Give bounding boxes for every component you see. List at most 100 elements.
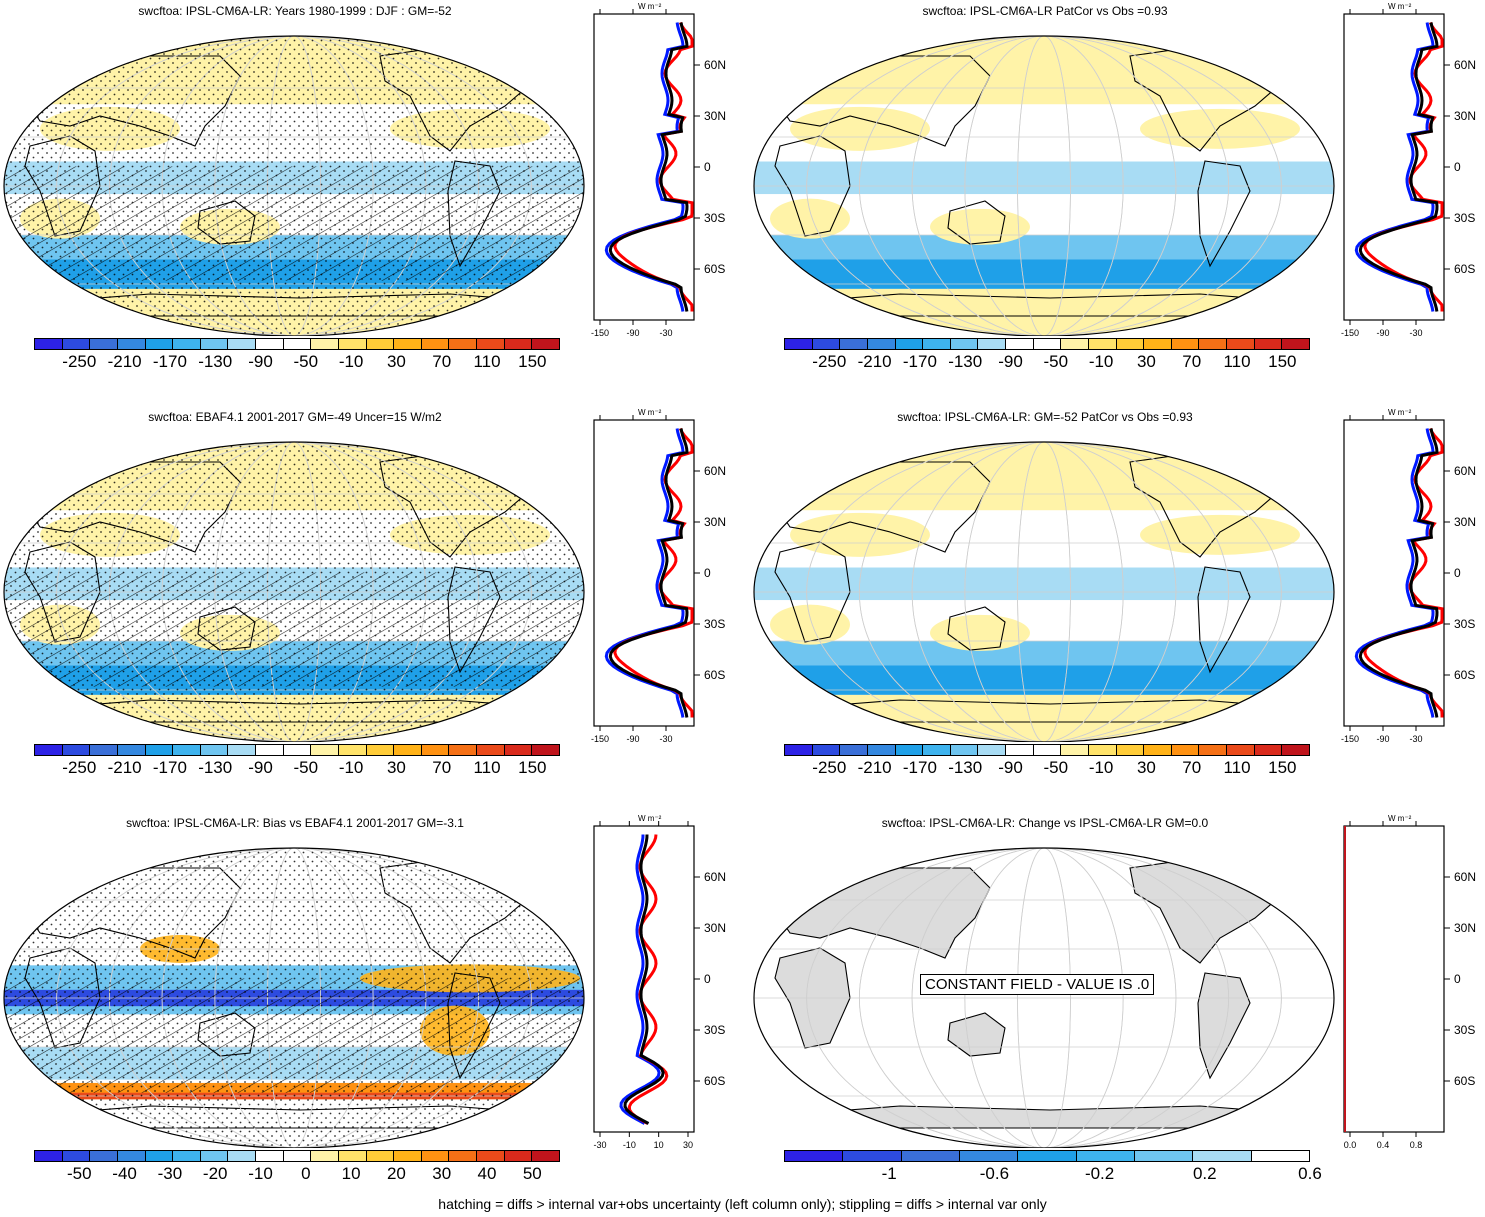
colorbar-label: 50: [522, 1164, 542, 1183]
colorbar-swatch: [311, 339, 339, 349]
colorbar-swatch: [62, 339, 91, 349]
zonal-lat-label: 60S: [1454, 1074, 1475, 1088]
zonal-units-label: W m⁻²: [1388, 408, 1412, 417]
colorbar-label: 0.2: [1192, 1164, 1217, 1183]
zonal-lat-label: 30N: [704, 109, 726, 123]
colorbar-swatch: [867, 745, 896, 755]
colorbar-swatch: [117, 745, 146, 755]
colorbar-swatch: [1006, 339, 1034, 349]
colorbar-swatch: [1144, 745, 1172, 755]
panel-1: swcftoa: IPSL-CM6A-LR: Years 1980-1999 :…: [0, 0, 742, 405]
zonal-lat-label: 30N: [1454, 109, 1476, 123]
zonal-obs-line: [619, 834, 661, 1125]
colorbar-label: -10: [338, 352, 364, 371]
colorbar-swatch: [394, 745, 422, 755]
zonal-x-tick-label: -10: [623, 1140, 636, 1150]
colorbar-label: -130: [948, 758, 983, 777]
colorbar-swatch: [901, 1151, 960, 1161]
colorbar-label: 110: [473, 758, 501, 777]
zonal-x-tick-label: -30: [659, 734, 672, 744]
colorbar-swatch: [145, 1151, 174, 1161]
zonal-lat-label: 60S: [1454, 262, 1475, 276]
colorbar-swatch: [1199, 339, 1227, 349]
colorbar-label: 30: [386, 758, 406, 777]
colorbar-label: -0.6: [979, 1164, 1010, 1183]
colorbar-swatch: [785, 745, 813, 755]
colorbar-swatch: [1282, 339, 1309, 349]
colorbar-swatch: [843, 1151, 902, 1161]
colorbar-swatch: [504, 745, 533, 755]
colorbar-swatch: [923, 745, 951, 755]
zonal-units-label: W m⁻²: [638, 814, 662, 823]
colorbar-label: -10: [1088, 758, 1114, 777]
zonal-lat-label: 60S: [704, 668, 725, 682]
colorbar-swatch: [812, 339, 841, 349]
colorbar-label: -0.2: [1084, 1164, 1115, 1183]
colorbar-swatch: [35, 1151, 63, 1161]
zonal-lat-label: 60S: [704, 1074, 725, 1088]
colorbar-label: -50: [1043, 352, 1069, 371]
colorbar-swatch: [532, 1151, 559, 1161]
colorbar-swatch: [1116, 339, 1145, 349]
colorbar-label: 110: [1223, 352, 1251, 371]
colorbar-swatch: [90, 339, 118, 349]
panel-title: swcftoa: IPSL-CM6A-LR: Change vs IPSL-CM…: [881, 816, 1209, 830]
south-subtropics-fill: [754, 194, 1334, 235]
continent-outline: [1197, 160, 1251, 268]
colorbar-label: 150: [1268, 352, 1297, 371]
colorbar-swatch: [1251, 1151, 1309, 1161]
zonal-x-tick-label: 10: [654, 1140, 664, 1150]
tropical-fill: [754, 567, 1334, 601]
colorbar: [784, 1150, 1310, 1162]
zonal-obs-line: [604, 428, 685, 718]
colorbar-swatch: [1006, 745, 1034, 755]
colorbar-label: 10: [341, 1164, 361, 1183]
zonal-mean-plot: W m⁻² 60N 30N 0 30S 60S -150 -90 -30: [591, 2, 726, 338]
colorbar-swatch: [504, 1151, 533, 1161]
colorbar-swatch: [311, 745, 339, 755]
colorbar-label: -250: [62, 758, 97, 777]
colorbar-swatch: [90, 1151, 118, 1161]
colorbar-label: 30: [1136, 352, 1156, 371]
colorbar-label: 70: [1182, 352, 1202, 371]
subtropical-positive-region: [930, 614, 1030, 651]
map-border: [3, 441, 585, 742]
colorbar-label: -90: [998, 758, 1023, 777]
zonal-lat-label: 60S: [704, 262, 725, 276]
colorbar-swatch: [394, 1151, 422, 1161]
colorbar-swatch: [1199, 745, 1227, 755]
colorbar-label: 150: [1268, 758, 1297, 777]
zonal-lat-label: 60N: [1454, 870, 1476, 884]
colorbar-labels: -250 -210 -170 -130 -90 -50 -10 30 70 110 150: [784, 758, 1310, 784]
map-border: [3, 847, 585, 1148]
colorbar-swatch: [117, 339, 146, 349]
colorbar-swatch: [1088, 745, 1117, 755]
southern-ocean-fill: [754, 259, 1334, 289]
panel-5: swcftoa: IPSL-CM6A-LR: Bias vs EBAF4.1 2…: [0, 812, 742, 1217]
colorbar-label: 110: [473, 352, 501, 371]
hatching-overlay: [4, 166, 584, 281]
continent-outline: [1197, 972, 1251, 1080]
colorbar-label: -10: [338, 758, 364, 777]
panel-title: swcftoa: IPSL-CM6A-LR PatCor vs Obs =0.9…: [922, 4, 1168, 18]
zonal-units-label: W m⁻²: [1388, 2, 1412, 11]
high-latitude-fill: [754, 36, 1334, 105]
zonal-reference-line: [1358, 22, 1439, 312]
colorbar-labels: -250 -210 -170 -130 -90 -50 -10 30 70 110 150: [34, 352, 560, 378]
colorbar-swatch: [1076, 1151, 1135, 1161]
zonal-x-tick-label: -30: [1409, 328, 1422, 338]
colorbar-swatch: [1134, 1151, 1194, 1161]
colorbar-label: -170: [902, 352, 937, 371]
zonal-mean-frame: [593, 13, 695, 321]
zonal-mean-frame: [1343, 419, 1445, 727]
zonal-reference-line: [1358, 428, 1439, 718]
colorbar-swatch: [200, 745, 229, 755]
colorbar-label: -50: [67, 1164, 92, 1183]
colorbar-swatch: [449, 745, 477, 755]
antarctic-fill: [754, 288, 1334, 336]
zonal-x-tick-label: -90: [1376, 734, 1389, 744]
zonal-lat-label: 60N: [1454, 58, 1476, 72]
colorbar-swatch: [1033, 745, 1062, 755]
panel-title: swcftoa: IPSL-CM6A-LR: Bias vs EBAF4.1 2…: [126, 816, 464, 830]
zonal-x-tick-label: -150: [1341, 328, 1359, 338]
